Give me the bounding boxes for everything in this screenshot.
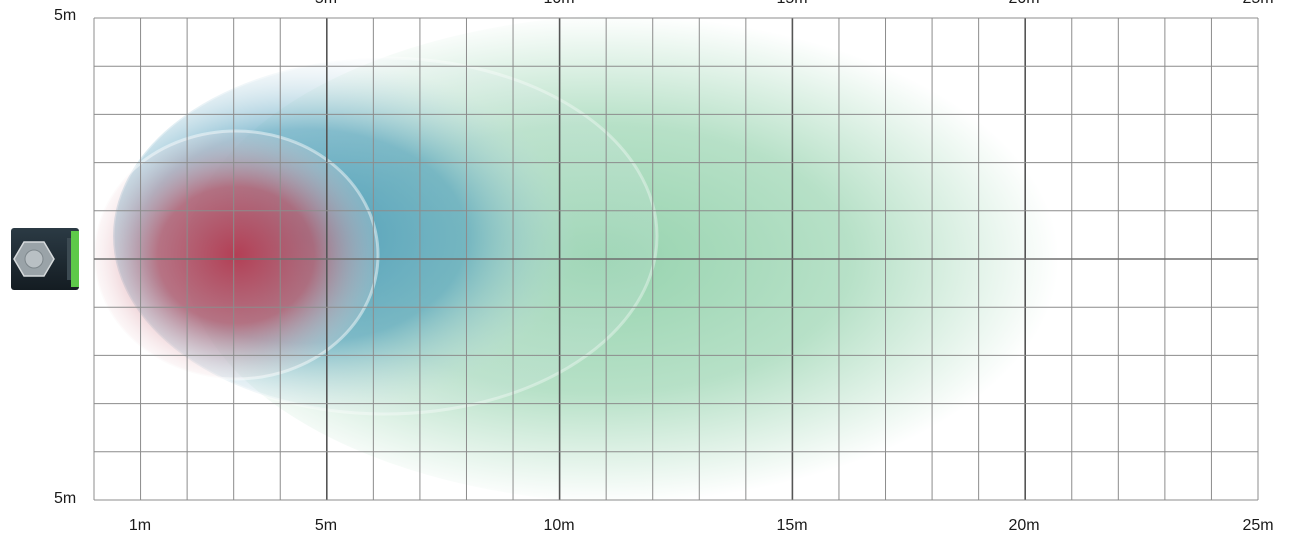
- bottom-tick-label: 15m: [776, 517, 808, 534]
- sensor-lens-center: [24, 249, 44, 269]
- top-tick-label: 20m: [1008, 0, 1039, 8]
- y-axis-bottom-label: 5m: [54, 490, 77, 507]
- top-tick-label: 25m: [1242, 0, 1273, 8]
- bottom-tick-label: 10m: [543, 517, 575, 534]
- sensor-device-icon: [11, 228, 79, 290]
- distance-grid: [93, 17, 1259, 501]
- bottom-tick-label: 1m: [128, 517, 152, 534]
- bottom-tick-label: 25m: [1242, 517, 1274, 534]
- top-tick-label: 15m: [776, 0, 807, 8]
- bottom-tick-label: 20m: [1008, 517, 1040, 534]
- bottom-tick-label: 5m: [314, 517, 338, 534]
- top-tick-label: 5m: [315, 0, 337, 8]
- near-detection-zone: [94, 131, 378, 379]
- top-tick-label: 10m: [543, 0, 574, 8]
- y-axis-top-label: 5m: [54, 7, 77, 24]
